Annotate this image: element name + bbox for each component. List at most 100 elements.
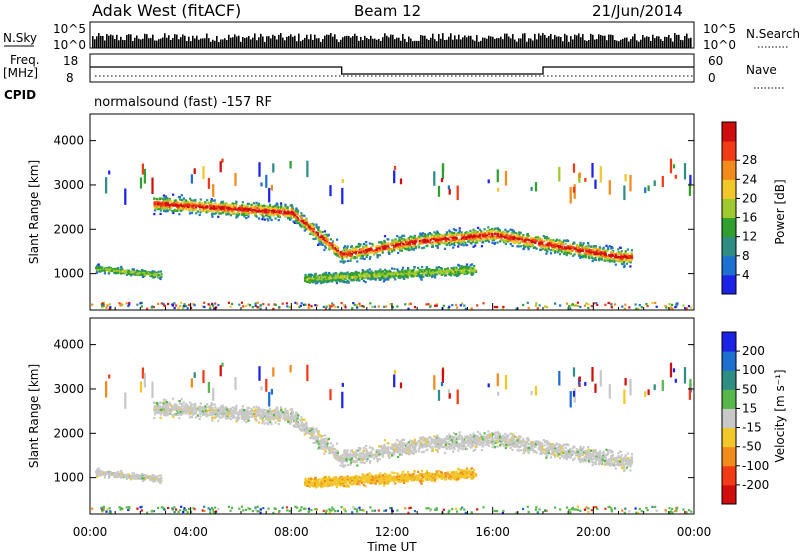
heatmap-cell — [417, 273, 419, 275]
heatmap-cell — [497, 233, 499, 235]
heatmap-cell — [482, 302, 484, 304]
heatmap-cell — [379, 254, 381, 256]
noise-bar — [628, 41, 630, 48]
noise-bar — [388, 37, 390, 48]
noise-bar — [516, 42, 518, 48]
noise-bar — [186, 41, 188, 48]
noise-bar — [96, 36, 98, 48]
heatmap-cell — [518, 233, 520, 235]
heatmap-cell — [185, 305, 187, 307]
heatmap-cell — [313, 276, 315, 278]
heatmap-cell — [436, 231, 438, 233]
noise-bar — [246, 37, 248, 48]
heatmap-cell — [271, 188, 273, 190]
heatmap-cell — [109, 303, 111, 305]
noise-bar — [112, 35, 114, 48]
heatmap-cell — [374, 251, 376, 253]
heatmap-cell — [524, 239, 526, 241]
heatmap-cell — [515, 232, 517, 234]
heatmap-cell — [91, 304, 93, 306]
heatmap-cell — [210, 208, 212, 210]
heatmap-cell — [641, 306, 643, 308]
noise-bar — [602, 36, 604, 48]
heatmap-cell — [606, 250, 608, 252]
heatmap-cell — [466, 265, 468, 267]
noise-bar — [118, 40, 120, 48]
heatmap-cell — [337, 306, 339, 308]
velocity-heatmap — [91, 363, 692, 514]
heatmap-cell — [539, 239, 541, 241]
heatmap-cell — [122, 270, 124, 272]
heatmap-cell — [441, 242, 443, 244]
heatmap-cell — [464, 268, 466, 270]
heatmap-cell — [508, 238, 510, 240]
heatmap-cell — [456, 307, 458, 309]
heatmap-cell — [332, 245, 334, 247]
heatmap-cell — [568, 247, 570, 249]
nave-tick-top: 60 — [708, 54, 723, 68]
heatmap-cell — [467, 267, 469, 269]
heatmap-cell — [356, 274, 358, 276]
noise-bar — [206, 34, 208, 48]
heatmap-cell — [457, 271, 459, 273]
heatmap-cell — [234, 204, 236, 206]
power-y-label: Slant Range [km] — [27, 160, 41, 264]
heatmap-cell — [304, 222, 306, 224]
heatmap-cell — [387, 238, 389, 240]
noise-bar — [276, 39, 278, 48]
heatmap-cell — [516, 241, 518, 243]
heatmap-cell — [217, 304, 219, 306]
colorbar-tick-label: 28 — [742, 153, 757, 167]
heatmap-cell — [353, 249, 355, 251]
heatmap-cell — [629, 189, 631, 191]
heatmap-cell — [437, 241, 439, 243]
noise-bar — [224, 38, 226, 48]
heatmap-cell — [429, 306, 431, 308]
heatmap-cell — [105, 307, 107, 309]
noise-bar — [418, 41, 420, 48]
heatmap-cell — [306, 226, 308, 228]
noise-bar — [414, 41, 416, 48]
heatmap-cell — [163, 210, 165, 212]
heatmap-cell — [539, 249, 541, 251]
heatmap-cell — [341, 202, 343, 204]
noise-bar — [136, 35, 138, 48]
heatmap-cell — [204, 204, 206, 206]
heatmap-cell — [402, 267, 404, 269]
heatmap-cell — [396, 268, 398, 270]
heatmap-cell — [425, 303, 427, 305]
heatmap-cell — [481, 245, 483, 247]
heatmap-cell — [341, 258, 343, 260]
heatmap-cell — [97, 269, 99, 271]
heatmap-cell — [596, 250, 598, 252]
heatmap-cell — [582, 244, 584, 246]
heatmap-cell — [199, 201, 201, 203]
heatmap-cell — [344, 245, 346, 247]
heatmap-cell — [392, 276, 394, 278]
heatmap-cell — [576, 244, 578, 246]
heatmap-cell — [611, 306, 613, 308]
heatmap-cell — [421, 270, 423, 272]
noise-bar — [474, 41, 476, 48]
noise-bar — [536, 39, 538, 48]
heatmap-cell — [300, 416, 302, 418]
noise-bar — [618, 41, 620, 48]
heatmap-cell — [587, 303, 589, 305]
heatmap-cell — [565, 248, 567, 250]
heatmap-cell — [248, 208, 250, 210]
heatmap-cell — [325, 308, 327, 310]
heatmap-cell — [202, 206, 204, 208]
heatmap-cell — [253, 202, 255, 204]
heatmap-cell — [349, 249, 351, 251]
heatmap-cell — [211, 199, 213, 201]
noise-bar — [366, 38, 368, 48]
noise-bar — [532, 40, 534, 48]
noise-bar — [168, 35, 170, 48]
heatmap-cell — [248, 212, 250, 214]
heatmap-cell — [280, 205, 282, 207]
heatmap-cell — [539, 242, 541, 244]
heatmap-cell — [665, 305, 667, 307]
heatmap-cell — [451, 304, 453, 306]
heatmap-cell — [189, 198, 191, 200]
heatmap-cell — [105, 191, 107, 193]
